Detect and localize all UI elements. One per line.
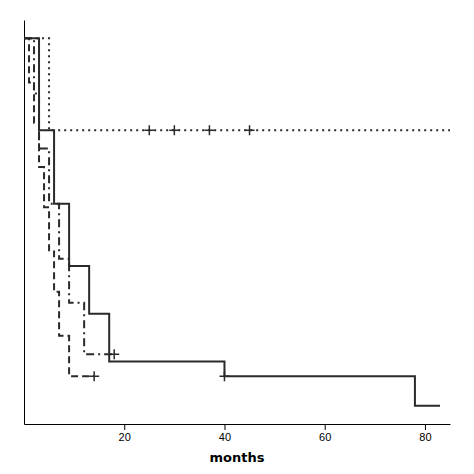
x-tick-label: 20 <box>119 431 131 443</box>
x-tick-mark <box>124 424 125 430</box>
x-tick-mark <box>325 424 326 430</box>
x-axis-title: months <box>210 450 265 465</box>
censor-mark <box>109 349 119 359</box>
x-tick: 20 <box>119 424 131 443</box>
chart: 20 40 60 80 months <box>0 0 474 474</box>
censor-mark <box>219 371 229 381</box>
x-axis-line <box>25 424 451 425</box>
censor-mark <box>245 125 255 135</box>
survival-curve <box>24 38 440 405</box>
x-tick-mark <box>425 424 426 430</box>
y-axis <box>24 21 25 425</box>
censor-mark <box>89 371 99 381</box>
censor-mark <box>169 125 179 135</box>
survival-curve <box>24 38 94 376</box>
x-tick-label: 80 <box>419 431 431 443</box>
plot-area: 20 40 60 80 months <box>24 21 451 466</box>
censor-mark <box>204 125 214 135</box>
x-tick: 80 <box>419 424 431 443</box>
marks <box>24 38 450 405</box>
censor-mark <box>144 125 154 135</box>
survival-curve <box>24 38 450 130</box>
x-tick-mark <box>224 424 225 430</box>
survival-curve <box>24 38 114 354</box>
x-axis: 20 40 60 80 <box>25 424 451 443</box>
x-tick-label: 40 <box>219 431 231 443</box>
x-tick-label: 60 <box>319 431 331 443</box>
x-tick: 40 <box>219 424 231 443</box>
x-tick: 60 <box>319 424 331 443</box>
y-axis-line <box>24 21 25 425</box>
